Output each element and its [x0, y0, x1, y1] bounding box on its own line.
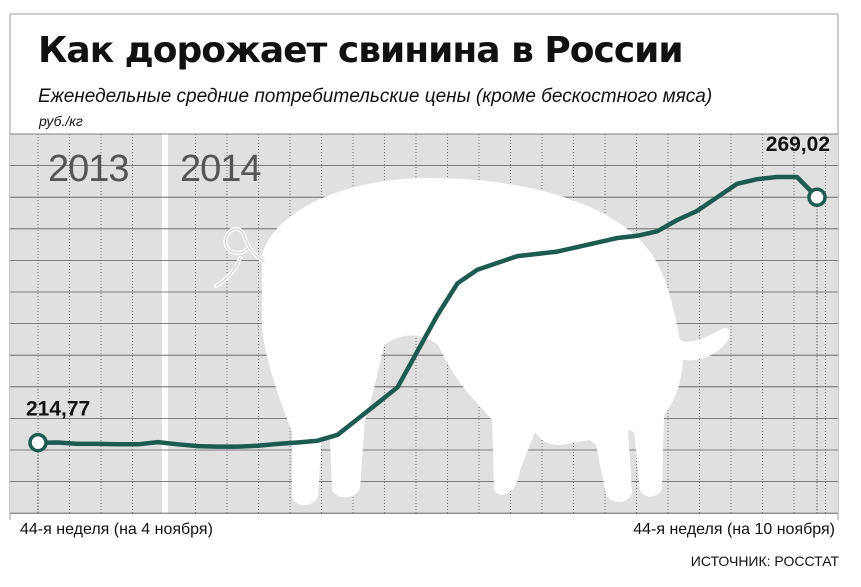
series-line: [35, 174, 820, 449]
end-value-label: 269,02: [766, 133, 830, 156]
start-point-marker: [28, 432, 48, 453]
year-labels: 2013 2014: [48, 148, 262, 190]
price-series: [28, 174, 827, 514]
x-label-end: 44-я неделя (на 10 ноября): [633, 521, 835, 538]
value-annotations: 214,77 269,02: [26, 133, 830, 420]
chart-subtitle: Еженедельные средние потребительские цен…: [38, 86, 713, 107]
end-point-marker: [807, 187, 827, 207]
start-value-label: 214,77: [26, 398, 90, 421]
x-axis-labels: 44-я неделя (на 4 ноября) 44-я неделя (на…: [20, 521, 835, 538]
x-label-start: 44-я неделя (на 4 ноября): [20, 521, 213, 538]
pig-silhouette-icon: [214, 178, 730, 505]
y-unit-label: руб./кг: [39, 113, 83, 129]
source-note: ИСТОЧНИК: РОССТАТ: [690, 553, 839, 569]
chart-title: Как дорожает свинина в России: [38, 30, 684, 71]
year-label: 2014: [180, 148, 261, 190]
year-label: 2013: [48, 148, 129, 190]
